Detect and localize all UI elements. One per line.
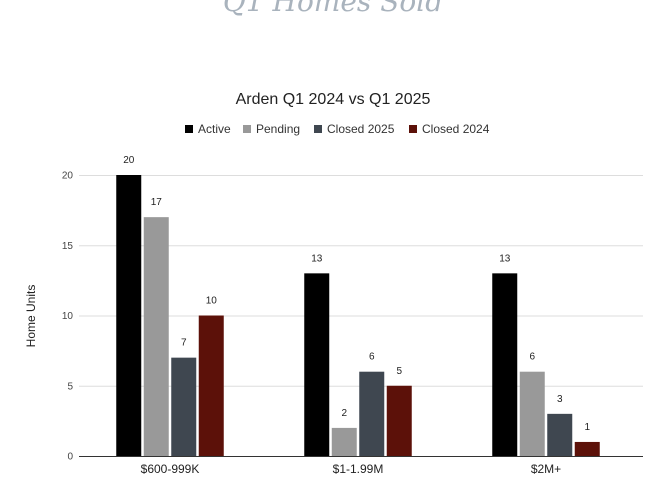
legend-swatch [243,125,251,133]
data-label: 6 [369,352,375,363]
bar [492,273,518,456]
legend-label: Closed 2024 [422,122,490,136]
bar [519,371,545,456]
bars [116,175,600,456]
legend-swatch [409,125,417,133]
bar [304,273,330,456]
legend-label: Pending [256,122,300,136]
bar [547,413,573,456]
data-label: 2 [341,408,347,419]
bar [359,371,385,456]
y-tick-label: 10 [62,311,74,322]
data-label: 13 [499,253,511,264]
data-label: 6 [529,352,535,363]
y-axis-ticks: 0 5 10 15 20 [62,171,74,463]
data-label: 5 [396,366,402,377]
bar [116,175,142,456]
bar [386,385,412,456]
data-label: 3 [557,394,563,405]
legend-label: Closed 2025 [327,122,395,136]
data-label: 20 [123,155,135,166]
y-tick-label: 15 [62,241,74,252]
legend-label: Active [198,122,231,136]
bar [143,217,169,456]
chart-title: Arden Q1 2024 vs Q1 2025 [236,91,431,108]
legend-swatch [314,125,322,133]
x-category-label: $2M+ [531,462,561,476]
data-label: 7 [181,338,187,349]
legend-swatch [185,125,193,133]
bar [171,357,197,456]
bar [574,441,600,456]
y-tick-label: 5 [67,381,73,392]
y-tick-label: 20 [62,171,74,182]
data-label: 13 [311,253,323,264]
bar [331,427,357,456]
data-labels: 20 17 7 10 13 2 6 5 13 6 3 1 [123,155,590,433]
x-axis-categories: $600-999K $1-1.99M $2M+ [141,462,562,476]
y-axis-label: Home Units [24,285,38,348]
x-category-label: $1-1.99M [333,462,384,476]
data-label: 17 [151,197,163,208]
bar [198,315,224,456]
y-tick-label: 0 [67,452,73,463]
data-label: 1 [584,422,590,433]
data-label: 10 [206,296,218,307]
banner-title: Q1 Homes Sold [222,0,444,18]
x-category-label: $600-999K [141,462,200,476]
legend: Active Pending Closed 2025 Closed 2024 [185,122,490,136]
